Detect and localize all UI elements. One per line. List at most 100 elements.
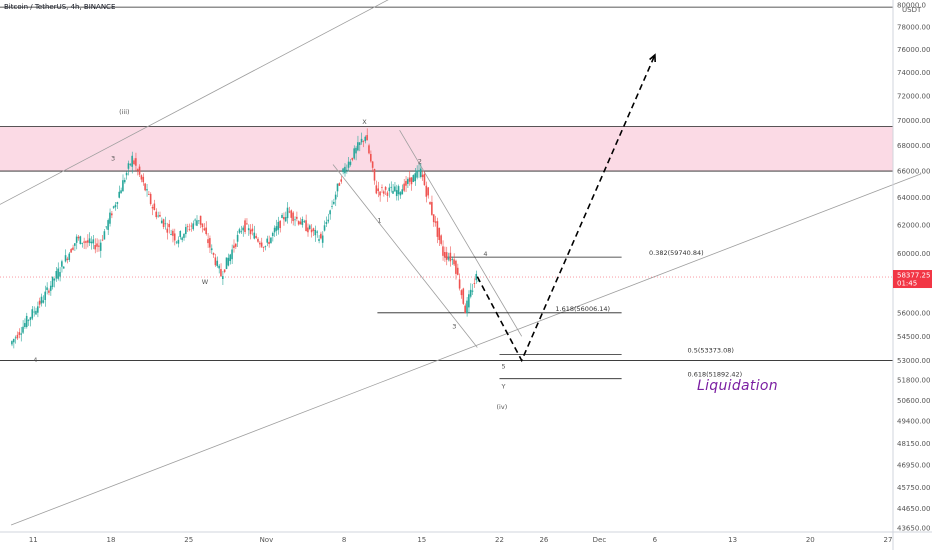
candle-body [207, 239, 209, 244]
fib-level-label: 0.5(53373.08) [688, 346, 734, 354]
candle-body [375, 185, 378, 194]
candle-body [377, 188, 379, 192]
candle-body [423, 173, 426, 186]
candle-body [142, 176, 145, 183]
candle-body [35, 310, 37, 315]
candle-body [247, 228, 250, 231]
time-axis[interactable]: 111825Nov8152226Dec61320272022 [29, 536, 932, 544]
candle-body [296, 216, 298, 219]
candle-body [277, 221, 280, 230]
candle-body [434, 221, 437, 223]
candle-body [172, 230, 174, 236]
candle-body [418, 170, 420, 172]
candle-body [133, 160, 135, 165]
candle-body [79, 236, 82, 245]
candle-body [59, 271, 61, 277]
candle-body [416, 170, 418, 178]
y-tick-label: 49400.00 [897, 418, 930, 426]
candle-body [440, 235, 442, 244]
projection-line [476, 54, 656, 363]
y-tick-label: 46950.00 [897, 462, 930, 470]
candle-body [458, 279, 461, 289]
channel-line [0, 0, 389, 205]
candle-body [140, 175, 143, 180]
candle-body [153, 203, 156, 211]
x-tick-label: 26 [539, 536, 548, 544]
candle-body [24, 323, 26, 327]
candle-body [70, 249, 72, 253]
candle-body [160, 220, 163, 224]
candle-body [111, 213, 113, 216]
candle-body [72, 247, 74, 250]
candle-body [74, 243, 76, 246]
candle-body [279, 220, 281, 229]
candle-series [11, 128, 479, 349]
candle-body [462, 288, 465, 304]
candle-body [408, 177, 411, 182]
candle-body [185, 227, 187, 235]
candle-body [225, 257, 228, 269]
candle-body [288, 211, 291, 213]
candle-body [201, 223, 204, 228]
fib-level-label: 0.382(59740.84) [649, 249, 704, 257]
y-tick-label: 74000.00 [897, 69, 930, 77]
candle-body [455, 260, 457, 274]
candle-body [94, 245, 96, 250]
candle-body [444, 252, 446, 258]
x-tick-label: Nov [260, 536, 274, 544]
wave-label: 3 [111, 155, 115, 163]
candle-body [473, 283, 476, 284]
candle-body [401, 189, 404, 195]
candle-body [83, 241, 85, 243]
candle-body [196, 220, 198, 226]
candle-body [466, 300, 468, 314]
candle-body [390, 186, 392, 188]
y-tick-label: 56000.00 [897, 309, 930, 317]
candle-body [199, 215, 202, 225]
candle-body [57, 268, 59, 279]
candle-body [451, 258, 453, 260]
candle-body [194, 219, 196, 221]
candle-body [345, 169, 348, 171]
candle-body [394, 186, 396, 192]
drawing-lines: 0.382(59740.84) 1.618(56006.14) 0.5(53373.… [0, 0, 922, 526]
candle-body [101, 239, 104, 241]
candle-body [48, 290, 50, 293]
candle-body [64, 255, 67, 262]
candle-body [210, 248, 213, 251]
candle-body [136, 169, 139, 171]
candle-body [212, 253, 215, 255]
candle-body [412, 175, 415, 182]
channel-line [10, 173, 922, 526]
candle-body [395, 190, 398, 197]
wave-label: (iv) [497, 403, 508, 411]
candle-body [425, 185, 428, 197]
y-tick-label: 70000.00 [897, 117, 930, 125]
candle-body [131, 155, 133, 167]
candle-body [429, 202, 431, 205]
candle-body [432, 214, 435, 223]
candle-body [314, 229, 317, 236]
candle-body [379, 191, 381, 196]
candle-body [55, 271, 58, 279]
candle-body [186, 226, 189, 228]
fib-level-label: 0.618(51892.42) [688, 371, 743, 379]
candle-body [135, 158, 137, 166]
candle-body [22, 326, 24, 333]
candle-body [460, 290, 463, 296]
x-tick-label: Dec [593, 536, 607, 544]
projection-arrowhead [649, 53, 656, 63]
candle-body [168, 223, 170, 228]
candle-body [120, 190, 122, 194]
candle-body [222, 276, 224, 280]
candle-body [44, 291, 46, 301]
candle-body [164, 223, 167, 225]
y-tick-label: 45750.00 [897, 484, 930, 492]
candle-body [203, 228, 206, 231]
candle-body [11, 341, 13, 345]
candle-body [233, 245, 235, 248]
candle-body [231, 249, 233, 260]
candle-body [303, 221, 305, 223]
